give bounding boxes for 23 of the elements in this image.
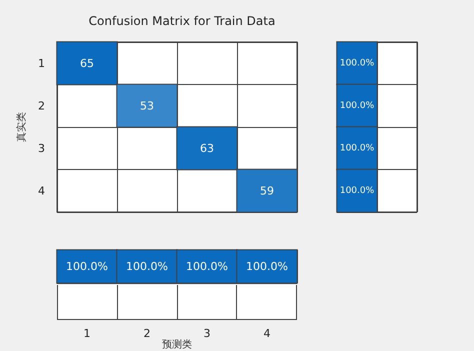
data-label: 63 (200, 142, 214, 155)
x-tick-label: 1 (84, 327, 90, 340)
data-label: 100.0% (340, 100, 375, 111)
x-tick-label: 3 (204, 327, 210, 340)
y-axis-title: 真实类 (16, 112, 28, 142)
data-label: 100.0% (126, 260, 168, 273)
data-label: 100.0% (340, 186, 375, 196)
data-label: 100.0% (340, 58, 375, 68)
x-tick-label: 4 (264, 327, 270, 340)
x-axis-title: 预测类 (162, 338, 192, 350)
y-tick-label: 3 (38, 142, 45, 155)
y-tick-label: 4 (38, 184, 45, 198)
data-label: 100.0% (186, 260, 228, 273)
x-tick-label: 2 (144, 327, 150, 340)
data-label: 59 (260, 184, 274, 198)
chart-title: Confusion Matrix for Train Data (88, 14, 276, 28)
data-label: 100.0% (246, 260, 288, 273)
y-tick-label: 2 (38, 99, 45, 112)
data-label: 65 (80, 56, 94, 70)
data-label: 100.0% (66, 260, 108, 273)
data-label: 100.0% (340, 143, 375, 154)
y-tick-label: 1 (38, 56, 45, 70)
data-label: 53 (140, 99, 154, 112)
